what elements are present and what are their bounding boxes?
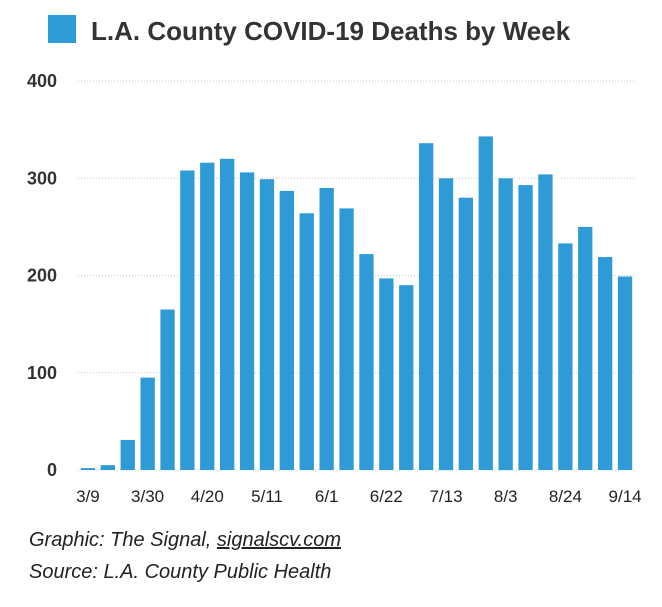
bar: [339, 208, 354, 470]
bar: [120, 439, 135, 470]
bar: [160, 309, 175, 470]
bar: [558, 243, 573, 470]
bar: [200, 162, 215, 470]
bar: [578, 226, 593, 470]
bar: [80, 468, 96, 470]
credits: Graphic: The Signal, signalscv.com Sourc…: [29, 524, 341, 588]
x-tick-label: 5/11: [251, 487, 283, 506]
x-tick-label: 3/9: [76, 487, 100, 506]
graphic-credit: Graphic: The Signal, signalscv.com: [29, 524, 341, 556]
bar: [319, 188, 334, 470]
x-tick-label: 8/24: [549, 487, 582, 506]
bar: [438, 178, 454, 471]
bar: [359, 254, 374, 470]
x-tick-label: 6/22: [370, 487, 403, 506]
x-tick-label: 9/14: [609, 487, 642, 506]
bar: [180, 170, 195, 470]
bar: [299, 213, 314, 471]
bar: [239, 172, 255, 470]
y-tick-label: 100: [27, 363, 57, 383]
x-tick-label: 7/13: [429, 487, 462, 506]
chart: L.A. County COVID-19 Deaths by Week 0 100…: [27, 15, 642, 506]
x-tick-label: 8/3: [494, 487, 518, 506]
chart-title: L.A. County COVID-19 Deaths by Week: [91, 16, 571, 46]
x-tick-label: 6/1: [315, 487, 339, 506]
legend-swatch: [48, 15, 76, 43]
bars: [80, 136, 633, 471]
bar: [220, 158, 235, 471]
bar: [259, 179, 275, 470]
y-tick-label: 300: [27, 168, 57, 188]
y-tick-label: 200: [27, 266, 57, 286]
bar: [458, 197, 473, 470]
bar: [279, 190, 294, 470]
bar: [498, 178, 513, 471]
x-tick-label: 4/20: [191, 487, 224, 506]
bar: [598, 257, 613, 470]
graphic-credit-prefix: Graphic: The Signal,: [29, 529, 217, 551]
y-tick-label: 400: [27, 71, 57, 91]
bar: [399, 285, 414, 470]
bar: [100, 465, 115, 470]
source-credit: Source: L.A. County Public Health: [29, 561, 332, 583]
x-tick-label: 3/30: [131, 487, 164, 506]
y-tick-label: 0: [47, 460, 57, 480]
y-axis-ticks: 0 100 200 300 400: [27, 71, 57, 480]
bar: [478, 136, 493, 470]
bar: [140, 377, 155, 470]
x-axis-ticks: 3/9 3/30 4/20 5/11 6/1 6/22 7/13 8/3 8/24 9/14: [76, 487, 642, 506]
bar: [538, 174, 553, 470]
bar: [617, 276, 633, 470]
signalscv-link[interactable]: signalscv.com: [216, 529, 341, 551]
bar: [518, 185, 533, 470]
bar: [419, 143, 434, 470]
bar: [379, 278, 394, 470]
